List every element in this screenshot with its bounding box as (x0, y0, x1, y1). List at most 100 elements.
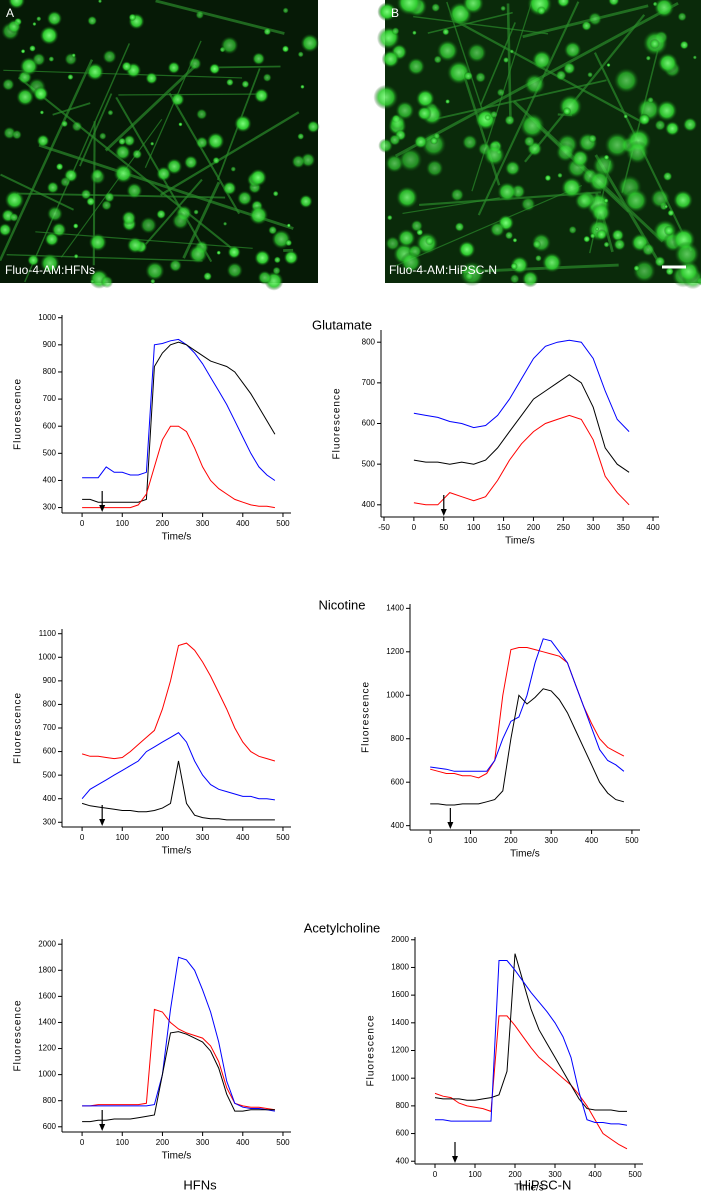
cell (650, 188, 671, 209)
cell (410, 219, 424, 233)
cell (188, 56, 202, 71)
cell (39, 253, 60, 274)
cell (416, 105, 432, 121)
cell (595, 229, 608, 241)
cell (193, 209, 199, 215)
cell (398, 147, 423, 172)
cell (395, 100, 415, 121)
cell (633, 265, 640, 272)
cell (67, 73, 74, 81)
cell (442, 28, 450, 36)
y-tick-label: 1400 (391, 1018, 409, 1027)
cell (4, 190, 25, 210)
cell (391, 27, 400, 36)
x-tick-label: 100 (468, 1170, 482, 1179)
y-tick-label: 1600 (38, 991, 56, 1000)
x-tick-label: 500 (276, 833, 290, 842)
cell (167, 61, 181, 74)
cell (300, 33, 320, 53)
cell (654, 119, 666, 131)
x-tick-label: 500 (276, 519, 290, 528)
neurite (524, 14, 646, 163)
x-tick-label: 0 (80, 519, 85, 528)
cell (121, 210, 137, 226)
cell (20, 48, 26, 54)
cell (203, 271, 213, 281)
cell (114, 144, 131, 161)
series-line (82, 956, 275, 1112)
cell (606, 62, 611, 68)
cell (433, 132, 441, 140)
y-tick-label: 600 (43, 747, 57, 756)
y-tick-label: 800 (391, 734, 405, 743)
arrow-head (440, 509, 447, 516)
cell (9, 212, 19, 222)
cell (7, 19, 22, 34)
cell (150, 141, 155, 146)
y-tick-label: 500 (43, 448, 57, 457)
panel-caption: Fluo-4-AM:HiPSC-N (389, 263, 497, 277)
cell (291, 154, 306, 169)
y-axis-label: Fluorescence (13, 378, 24, 450)
y-axis-label: Fluorescence (366, 1014, 377, 1086)
cell (679, 40, 689, 50)
neurite (460, 263, 619, 274)
y-tick-label: 1800 (391, 963, 409, 972)
y-tick-label: 1000 (386, 690, 404, 699)
cell (273, 256, 281, 264)
neurite (52, 102, 91, 116)
series-line (434, 953, 627, 1112)
y-tick-label: 1200 (391, 1046, 409, 1055)
y-tick-label: 700 (43, 723, 57, 732)
y-tick-label: 1000 (391, 1073, 409, 1082)
cell (483, 144, 506, 166)
y-tick-label: 400 (43, 476, 57, 485)
cell (504, 160, 521, 177)
cell (72, 223, 79, 229)
cell (188, 244, 208, 264)
cell (145, 261, 165, 281)
cell (504, 231, 514, 240)
x-tick-label: 200 (527, 523, 541, 532)
cell (7, 0, 26, 10)
x-tick-label: 500 (276, 1138, 290, 1147)
cell (534, 254, 542, 262)
cell (496, 88, 506, 97)
cell (396, 0, 422, 16)
x-tick-label: 400 (585, 836, 599, 845)
cell (48, 56, 55, 63)
cell (400, 251, 422, 273)
cell (32, 21, 37, 27)
series-line (82, 341, 276, 503)
cell (632, 259, 656, 283)
x-tick-label: 0 (433, 1170, 438, 1179)
y-axis-label: Fluorescence (361, 681, 372, 753)
cell (262, 73, 272, 83)
cell (474, 71, 487, 83)
cell (236, 190, 253, 207)
cell (555, 69, 567, 81)
y-tick-label: 800 (362, 337, 376, 346)
cell (170, 92, 185, 107)
neurite (17, 192, 226, 199)
cell (558, 94, 583, 119)
cell (639, 113, 651, 125)
cell (665, 267, 674, 276)
neurite (506, 3, 512, 119)
x-axis-label: Time/s (510, 849, 540, 860)
cell (574, 191, 594, 211)
neurite (218, 65, 281, 69)
neurite (3, 69, 243, 79)
series-line (81, 642, 276, 762)
cell (195, 136, 209, 149)
cell (541, 252, 563, 273)
cell (272, 266, 281, 275)
cell (623, 188, 649, 213)
x-tick-label: 500 (628, 1170, 642, 1179)
neurite (427, 11, 513, 34)
x-tick-label: 500 (625, 836, 639, 845)
y-tick-label: 1200 (38, 1044, 56, 1053)
cell (87, 15, 98, 26)
cell (36, 16, 42, 22)
cell (1, 78, 15, 91)
